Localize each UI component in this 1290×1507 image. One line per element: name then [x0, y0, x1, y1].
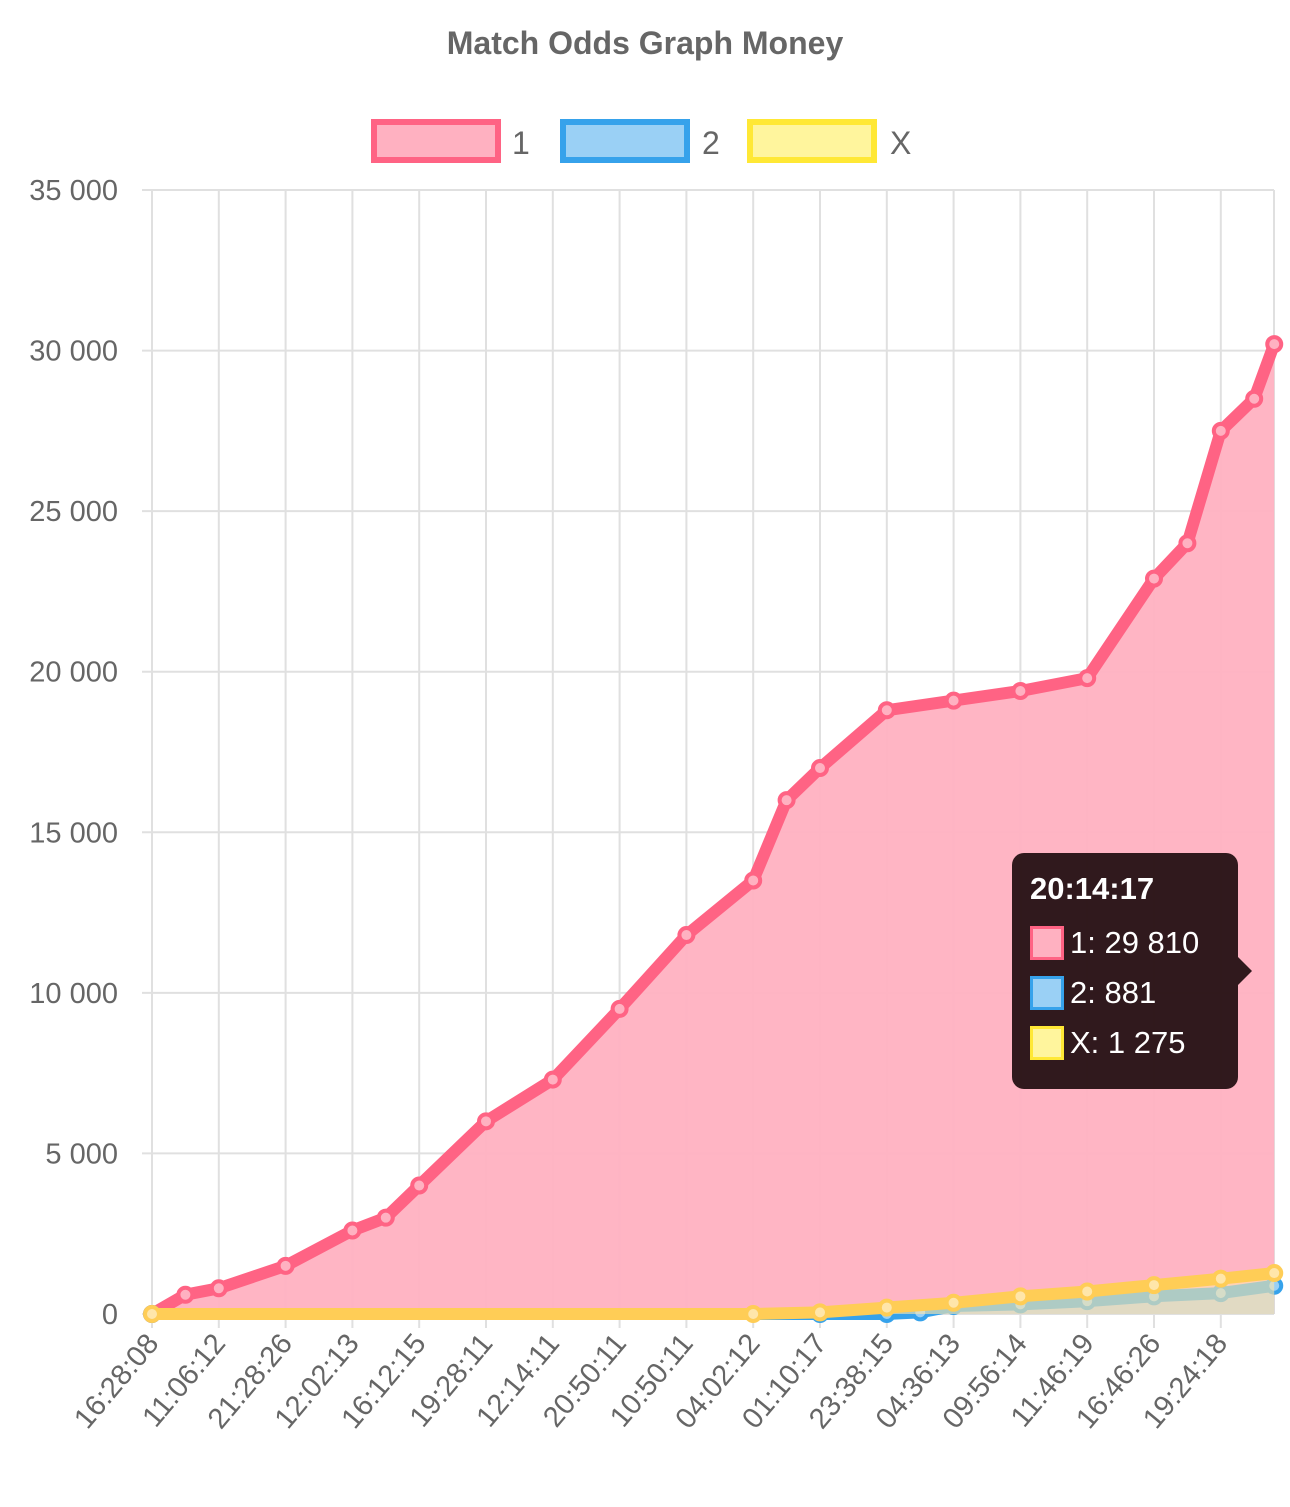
legend-item-1[interactable]: 1 [371, 119, 530, 163]
legend-item-x[interactable]: X [747, 119, 911, 163]
series-line-X [146, 1267, 1281, 1320]
data-point-1[interactable] [1211, 421, 1230, 440]
data-point-X[interactable] [1211, 1269, 1230, 1288]
tooltip-swatch-2 [1030, 976, 1064, 1010]
data-point-1[interactable] [1145, 569, 1163, 588]
data-point-1[interactable] [376, 1208, 395, 1227]
data-point-X[interactable] [1011, 1287, 1030, 1306]
data-point-1[interactable] [1245, 389, 1264, 408]
series-area-1 [152, 344, 1275, 1315]
data-point-1[interactable] [1078, 669, 1097, 688]
y-tick-label: 15 000 [29, 817, 118, 849]
legend[interactable]: 1 2 X [371, 119, 911, 163]
tooltip-row-2: 2: 881 [1030, 971, 1238, 1015]
chart-title: Match Odds Graph Money [447, 25, 844, 61]
data-point-1[interactable] [944, 691, 963, 710]
data-point-X[interactable] [744, 1305, 763, 1323]
data-point-1[interactable] [543, 1070, 562, 1089]
data-point-1[interactable] [777, 791, 796, 810]
tooltip-swatch-1 [1030, 926, 1064, 960]
data-point-1[interactable] [610, 999, 629, 1018]
data-point-X[interactable] [811, 1303, 829, 1322]
data-point-1[interactable] [176, 1285, 195, 1304]
tooltip: 20:14:17 1: 29 810 2: 881 X: 1 275 [1012, 853, 1252, 1089]
legend-item-2[interactable]: 2 [560, 119, 720, 163]
data-point-1[interactable] [410, 1176, 429, 1195]
tooltip-row-1: 1: 29 810 [1030, 921, 1238, 965]
data-point-X[interactable] [1265, 1264, 1284, 1283]
tooltip-label-2: 2: 881 [1070, 975, 1157, 1010]
data-point-1[interactable] [1265, 335, 1284, 354]
data-point-1[interactable] [811, 759, 829, 778]
legend-swatch-x [747, 119, 877, 163]
legend-swatch-2 [560, 119, 690, 163]
legend-label-1: 1 [512, 125, 530, 161]
y-tick-label: 25 000 [29, 496, 118, 528]
x-axis: 16:28:0811:06:1221:28:2612:02:1316:12:15… [68, 1328, 1234, 1435]
legend-label-2: 2 [702, 125, 720, 161]
y-tick-label: 20 000 [29, 657, 118, 689]
tooltip-row-x: X: 1 275 [1030, 1021, 1238, 1065]
y-tick-label: 30 000 [29, 336, 118, 368]
series-areas [143, 335, 1284, 1323]
data-point-X[interactable] [877, 1298, 896, 1317]
tooltip-swatch-x [1030, 1026, 1064, 1060]
legend-swatch-1 [371, 119, 501, 163]
y-tick-label: 0 [102, 1299, 118, 1331]
y-axis: 0 5 000 10 000 15 000 20 000 25 000 30 000 35 0… [29, 175, 118, 1331]
data-point-X[interactable] [944, 1293, 963, 1312]
data-point-X[interactable] [143, 1305, 161, 1323]
tooltip-label-x: X: 1 275 [1070, 1025, 1186, 1060]
data-point-1[interactable] [276, 1256, 295, 1275]
data-point-1[interactable] [677, 926, 696, 945]
data-point-1[interactable] [1178, 534, 1197, 553]
y-tick-label: 35 000 [29, 175, 118, 207]
tooltip-label-1: 1: 29 810 [1070, 925, 1200, 960]
data-point-1[interactable] [477, 1112, 495, 1131]
data-point-X[interactable] [1078, 1282, 1097, 1301]
data-point-1[interactable] [744, 871, 763, 890]
data-point-1[interactable] [1011, 681, 1030, 700]
data-point-X[interactable] [1145, 1276, 1163, 1295]
tooltip-title: 20:14:17 [1030, 871, 1155, 906]
y-tick-label: 10 000 [29, 978, 118, 1010]
data-point-1[interactable] [209, 1279, 228, 1298]
legend-label-x: X [890, 125, 911, 161]
data-point-1[interactable] [877, 701, 896, 720]
y-tick-label: 5 000 [45, 1138, 118, 1170]
data-point-1[interactable] [343, 1221, 362, 1240]
